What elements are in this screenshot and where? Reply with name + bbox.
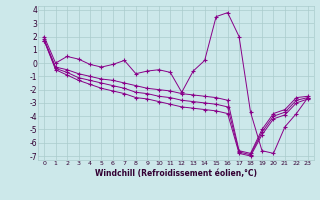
X-axis label: Windchill (Refroidissement éolien,°C): Windchill (Refroidissement éolien,°C) — [95, 169, 257, 178]
